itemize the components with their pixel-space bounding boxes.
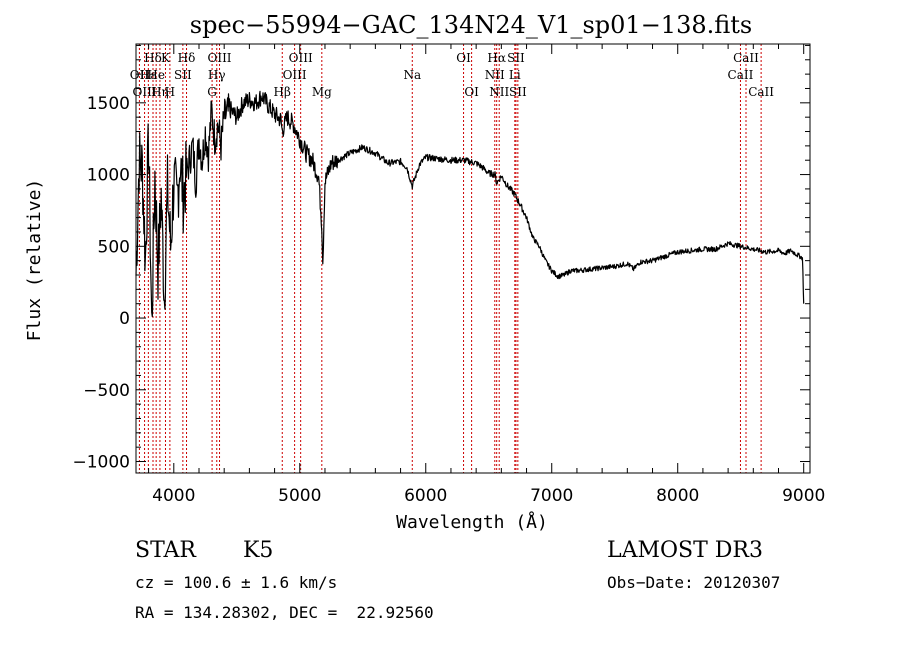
spectrum-line (135, 90, 805, 318)
line-marker-label: CaII (728, 68, 754, 82)
chart-title: spec−55994−GAC_134N24_V1_sp01−138.fits (190, 11, 752, 39)
line-marker-label: OIII (283, 68, 307, 82)
line-marker-label: Hβ (274, 85, 291, 99)
y-axis-label: Flux (relative) (24, 179, 45, 342)
y-tick-label: −500 (83, 381, 130, 401)
x-tick-label: 7000 (530, 486, 573, 506)
survey-name: LAMOST DR3 (607, 538, 763, 563)
line-marker-label: OI (456, 51, 471, 65)
x-tick-label: 6000 (404, 486, 447, 506)
spectral-line-labels: HδOIIOIIIHεHeHηKHSIIHδGHγOIIIHβOIIIOIIIM… (130, 51, 775, 99)
line-marker-label: Li (509, 68, 521, 82)
x-tick-label: 4000 (152, 486, 195, 506)
line-marker-label: Hη (151, 85, 169, 99)
line-marker-label: Hα (487, 51, 506, 65)
x-tick-label: 9000 (782, 486, 825, 506)
coordinates: RA = 134.28302, DEC = 22.92560 (135, 603, 434, 622)
y-tick-label: 0 (119, 309, 130, 329)
line-marker-label: CaII (733, 51, 759, 65)
line-marker-label: H (165, 85, 175, 99)
line-marker-label: OIII (289, 51, 313, 65)
line-marker-label: He (147, 68, 165, 82)
line-marker-label: K (161, 51, 171, 65)
y-tick-label: −1000 (72, 453, 130, 473)
x-axis-label: Wavelength (Å) (396, 511, 548, 533)
plot-frame (135, 43, 811, 474)
object-subclass: K5 (243, 538, 274, 563)
spectral-line-markers (138, 44, 762, 473)
x-axis: 4000 5000 6000 7000 8000 9000 (148, 44, 825, 506)
obs-date: Obs−Date: 20120307 (607, 573, 781, 592)
line-marker-label: SII (174, 68, 192, 82)
line-marker-label: Mg (312, 85, 332, 99)
line-marker-label: OIII (207, 51, 231, 65)
y-tick-label: 500 (98, 237, 130, 257)
line-marker-label: G (207, 85, 217, 99)
x-tick-label: 5000 (278, 486, 321, 506)
line-marker-label: CaII (748, 85, 774, 99)
line-marker-label: OI (464, 85, 479, 99)
line-marker-label: SII (507, 51, 525, 65)
line-marker-label: Hδ (178, 51, 196, 65)
y-axis: −1000 −500 0 500 1000 1500 (72, 44, 810, 473)
line-marker-label: Hγ (208, 68, 226, 82)
line-marker-label: NII (489, 85, 509, 99)
x-tick-label: 8000 (656, 486, 699, 506)
line-marker-label: SII (509, 85, 527, 99)
line-marker-label: OII (130, 68, 150, 82)
y-tick-label: 1000 (87, 166, 130, 186)
line-marker-label: Na (403, 68, 421, 82)
line-marker-label: Hε (140, 68, 157, 82)
line-marker-label: Hδ (144, 51, 162, 65)
line-marker-label: NII (485, 68, 505, 82)
redshift-text: cz = 100.6 ± 1.6 km/s (135, 573, 338, 592)
y-tick-label: 1500 (87, 94, 130, 114)
object-class: STAR (135, 538, 196, 563)
